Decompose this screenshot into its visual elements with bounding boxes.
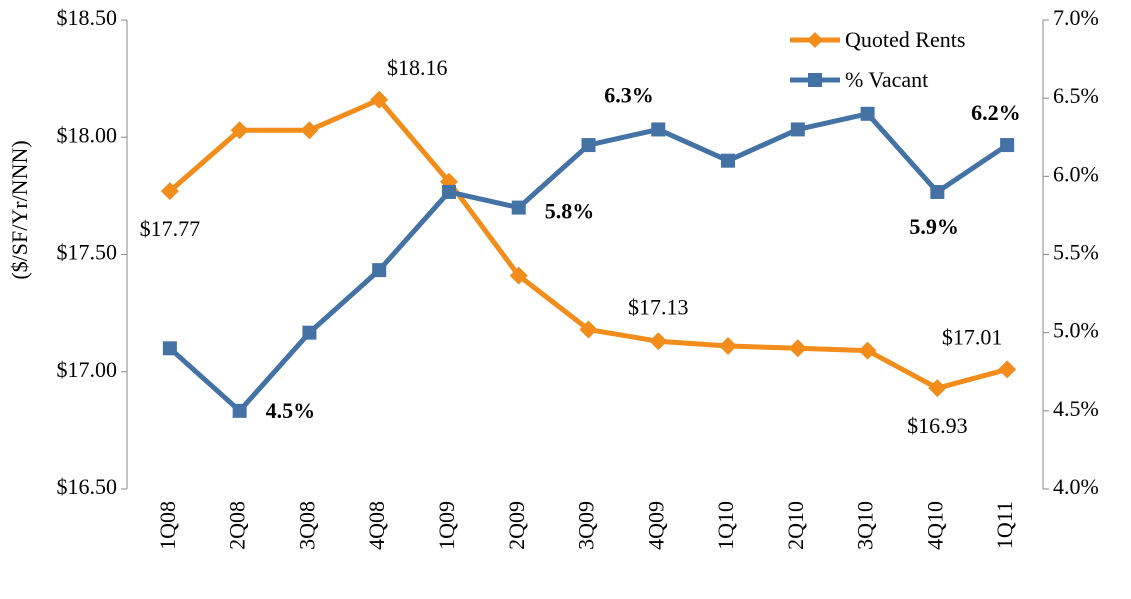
x-tick-label: 3Q09 <box>574 501 599 550</box>
y2-tick-label: 4.5% <box>1053 396 1099 421</box>
data-label: $16.93 <box>907 413 968 438</box>
y2-tick-label: 7.0% <box>1053 5 1099 30</box>
x-tick-label: 3Q10 <box>853 501 878 550</box>
y2-tick-label: 5.5% <box>1053 240 1099 265</box>
y-axis-label: ($/SF/Yr/NNN) <box>7 140 32 279</box>
data-label: $17.13 <box>628 294 689 319</box>
legend-label: Quoted Rents <box>845 27 965 52</box>
y-tick-label: $17.50 <box>57 240 118 265</box>
y2-tick-label: 5.0% <box>1053 318 1099 343</box>
x-tick-label: 1Q08 <box>155 501 180 550</box>
y-tick-label: $18.50 <box>57 5 118 30</box>
x-tick-label: 4Q09 <box>643 501 668 550</box>
point-marker <box>160 182 179 201</box>
data-label: 4.5% <box>266 398 316 423</box>
point-marker <box>721 153 736 168</box>
point-marker <box>928 379 947 398</box>
point-marker <box>858 341 877 360</box>
y-tick-label: $16.50 <box>57 474 118 499</box>
y-tick-label: $17.00 <box>57 357 118 382</box>
y2-tick-label: 6.0% <box>1053 161 1099 186</box>
x-tick-label: 1Q11 <box>992 501 1017 549</box>
data-label: $17.77 <box>140 216 201 241</box>
y-tick-label: $18.00 <box>57 122 118 147</box>
x-tick-label: 2Q09 <box>504 501 529 550</box>
point-marker <box>998 360 1017 379</box>
x-tick-label: 2Q08 <box>225 501 250 550</box>
point-marker <box>441 184 456 199</box>
data-label: 6.2% <box>971 100 1021 125</box>
x-tick-label: 2Q10 <box>783 501 808 550</box>
x-tick-label: 3Q08 <box>294 501 319 550</box>
x-tick-label: 4Q08 <box>364 501 389 550</box>
point-marker <box>1000 138 1015 153</box>
x-tick-label: 1Q09 <box>434 501 459 550</box>
point-marker <box>581 138 596 153</box>
x-tick-label: 1Q10 <box>713 501 738 550</box>
y2-tick-label: 4.0% <box>1053 474 1099 499</box>
y2-tick-label: 6.5% <box>1053 83 1099 108</box>
series-line <box>168 111 1009 414</box>
legend-label: % Vacant <box>845 67 928 92</box>
point-marker <box>509 266 528 285</box>
point-marker <box>651 122 666 137</box>
point-marker <box>860 106 875 121</box>
point-marker <box>649 332 668 351</box>
legend-marker <box>807 32 823 48</box>
point-marker <box>370 90 389 109</box>
point-marker <box>302 325 317 340</box>
point-marker <box>719 336 738 355</box>
point-marker <box>232 403 247 418</box>
point-marker <box>788 339 807 358</box>
point-marker <box>162 341 177 356</box>
point-marker <box>790 122 805 137</box>
data-label: $17.01 <box>942 324 1003 349</box>
point-marker <box>230 121 249 140</box>
legend-marker <box>808 73 822 87</box>
point-marker <box>300 121 319 140</box>
point-marker <box>579 320 598 339</box>
point-marker <box>930 184 945 199</box>
data-label: 5.9% <box>909 214 959 239</box>
data-label: 6.3% <box>604 82 654 107</box>
point-marker <box>511 200 526 215</box>
data-label: $18.16 <box>387 55 448 80</box>
x-tick-label: 4Q10 <box>922 501 947 550</box>
point-marker <box>372 263 387 278</box>
data-label: 5.8% <box>545 199 595 224</box>
